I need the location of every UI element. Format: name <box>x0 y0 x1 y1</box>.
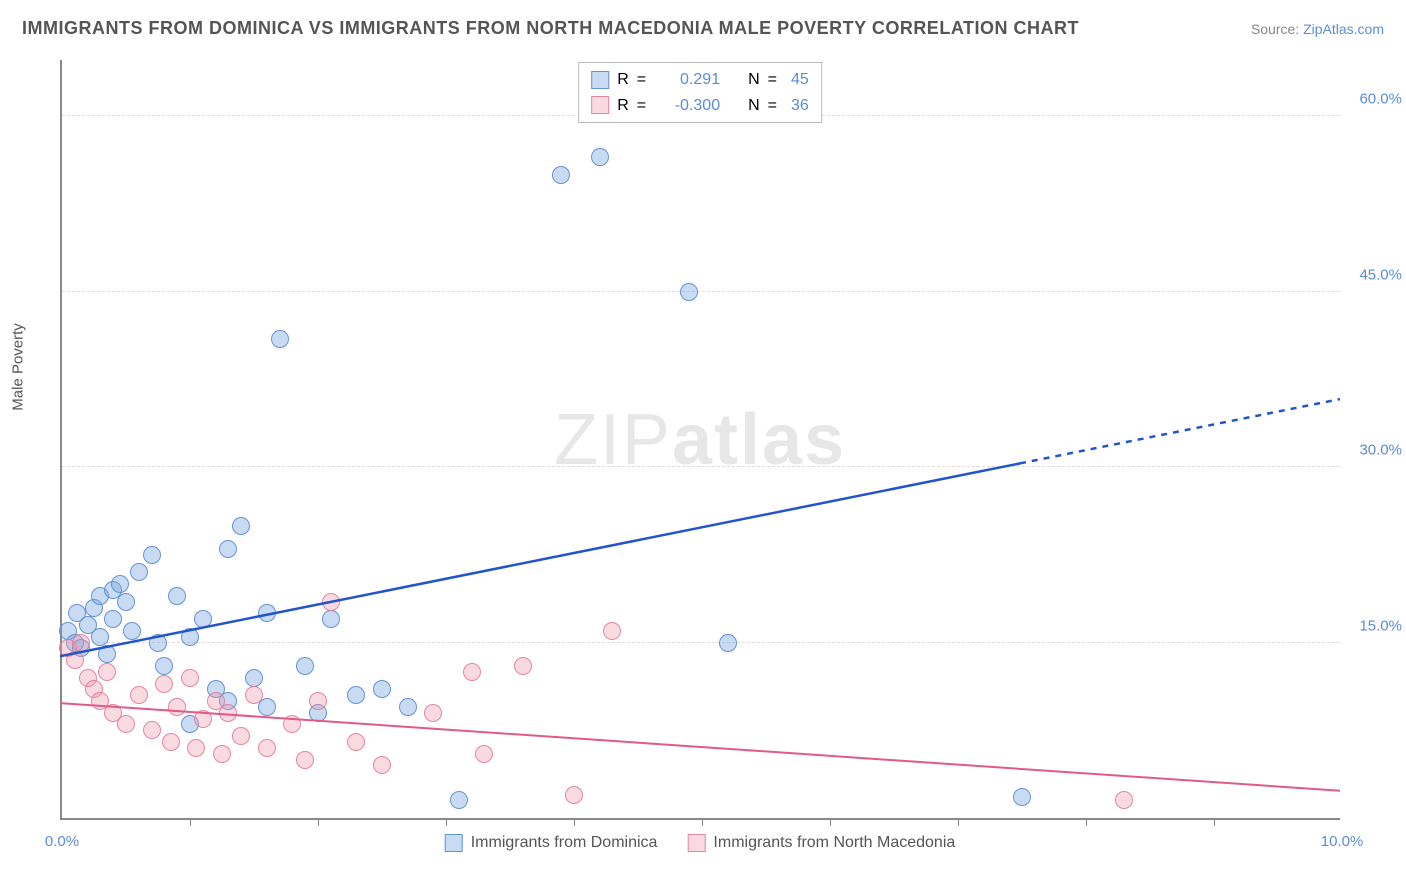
chart-title: IMMIGRANTS FROM DOMINICA VS IMMIGRANTS F… <box>22 18 1079 39</box>
data-point <box>514 657 532 675</box>
data-point <box>1115 791 1133 809</box>
data-point <box>719 634 737 652</box>
data-point <box>373 680 391 698</box>
y-tick-label: 15.0% <box>1359 617 1402 634</box>
source-attribution: Source: ZipAtlas.com <box>1251 21 1384 37</box>
data-point <box>155 657 173 675</box>
scatter-chart: 15.0%30.0%45.0%60.0%0.0%10.0% ZIPatlas R… <box>60 60 1340 820</box>
data-point <box>552 166 570 184</box>
data-point <box>130 563 148 581</box>
legend-swatch-series2 <box>687 834 705 852</box>
x-tick <box>702 818 703 826</box>
data-point <box>162 733 180 751</box>
x-tick-label: 10.0% <box>1321 833 1364 850</box>
data-point <box>565 786 583 804</box>
data-point <box>399 698 417 716</box>
data-point <box>463 663 481 681</box>
data-point <box>258 739 276 757</box>
data-point <box>283 715 301 733</box>
data-point <box>155 675 173 693</box>
data-point <box>322 593 340 611</box>
legend: Immigrants from Dominica Immigrants from… <box>445 834 956 852</box>
data-point <box>309 692 327 710</box>
r-value-series1: 0.291 <box>660 67 720 93</box>
data-point <box>98 663 116 681</box>
data-point <box>271 330 289 348</box>
legend-item-series2: Immigrants from North Macedonia <box>687 834 955 852</box>
data-point <box>181 628 199 646</box>
n-value-series2: 36 <box>791 93 809 119</box>
data-point <box>258 604 276 622</box>
correlation-stats-box: R = 0.291 N = 45 R = -0.300 N = 36 <box>578 62 822 123</box>
y-tick-label: 30.0% <box>1359 442 1402 459</box>
data-point <box>450 791 468 809</box>
data-point <box>603 622 621 640</box>
data-point <box>680 283 698 301</box>
x-tick <box>958 818 959 826</box>
data-point <box>130 686 148 704</box>
gridline <box>62 466 1340 467</box>
data-point <box>117 715 135 733</box>
x-tick <box>446 818 447 826</box>
data-point <box>187 739 205 757</box>
data-point <box>591 148 609 166</box>
data-point <box>296 751 314 769</box>
data-point <box>219 704 237 722</box>
gridline <box>62 291 1340 292</box>
legend-swatch-series1 <box>445 834 463 852</box>
stats-row-series2: R = -0.300 N = 36 <box>591 93 809 119</box>
data-point <box>232 727 250 745</box>
y-tick-label: 45.0% <box>1359 266 1402 283</box>
data-point <box>347 733 365 751</box>
data-point <box>213 745 231 763</box>
swatch-series1 <box>591 71 609 89</box>
data-point <box>424 704 442 722</box>
data-point <box>98 645 116 663</box>
data-point <box>143 546 161 564</box>
x-tick-label: 0.0% <box>45 833 79 850</box>
x-tick <box>574 818 575 826</box>
r-value-series2: -0.300 <box>660 93 720 119</box>
x-tick <box>1214 818 1215 826</box>
n-value-series1: 45 <box>791 67 809 93</box>
x-tick <box>1086 818 1087 826</box>
data-point <box>322 610 340 628</box>
data-point <box>232 517 250 535</box>
swatch-series2 <box>591 96 609 114</box>
data-point <box>219 540 237 558</box>
data-point <box>181 669 199 687</box>
data-point <box>194 710 212 728</box>
data-point <box>168 587 186 605</box>
data-point <box>149 634 167 652</box>
data-point <box>123 622 141 640</box>
data-point <box>296 657 314 675</box>
data-point <box>347 686 365 704</box>
data-point <box>117 593 135 611</box>
gridline <box>62 642 1340 643</box>
data-point <box>168 698 186 716</box>
y-tick-label: 60.0% <box>1359 91 1402 108</box>
data-point <box>373 756 391 774</box>
source-link[interactable]: ZipAtlas.com <box>1303 21 1384 37</box>
x-tick <box>830 818 831 826</box>
data-point <box>143 721 161 739</box>
data-point <box>475 745 493 763</box>
stats-row-series1: R = 0.291 N = 45 <box>591 67 809 93</box>
data-point <box>91 628 109 646</box>
x-tick <box>318 818 319 826</box>
data-point <box>104 610 122 628</box>
data-point <box>245 686 263 704</box>
data-point <box>72 634 90 652</box>
y-axis-label: Male Poverty <box>10 323 27 411</box>
data-point <box>245 669 263 687</box>
x-tick <box>190 818 191 826</box>
data-point <box>66 651 84 669</box>
data-point <box>194 610 212 628</box>
data-point <box>1013 788 1031 806</box>
data-point <box>111 575 129 593</box>
legend-item-series1: Immigrants from Dominica <box>445 834 658 852</box>
